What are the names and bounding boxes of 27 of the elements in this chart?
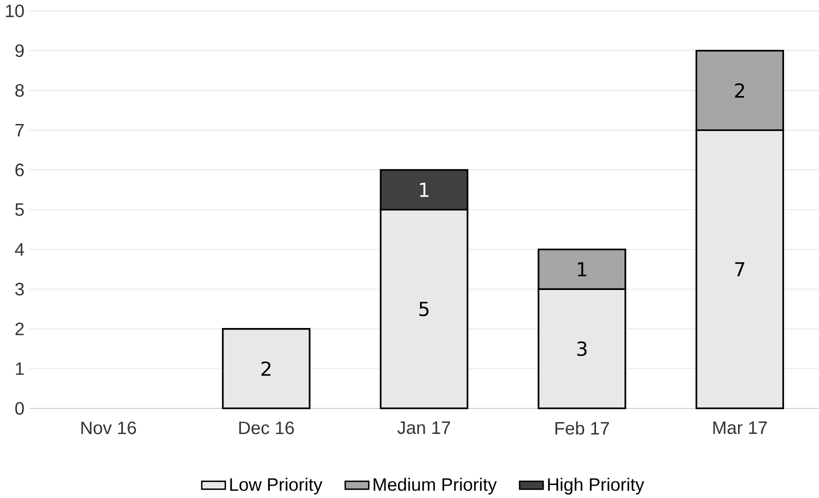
legend-label: Low Priority [230, 478, 322, 494]
data-label: 7 [735, 262, 744, 276]
data-label: 2 [735, 83, 744, 98]
data-label: 3 [577, 341, 587, 356]
data-label: 1 [420, 182, 428, 197]
y-tick-label: 0 [15, 402, 24, 415]
bar [222, 328, 310, 410]
legend-label: High Priority [548, 478, 644, 494]
x-tick-label: Feb 17 [555, 421, 609, 435]
y-tick-label: 2 [15, 322, 24, 335]
data-label: 5 [419, 302, 429, 316]
y-tick-label: 5 [15, 203, 24, 216]
y-tick-label: 4 [14, 243, 24, 256]
x-tick-label: Dec 16 [239, 421, 294, 434]
x-tick-label: Mar 17 [713, 421, 767, 434]
y-tick-label: 8 [15, 84, 24, 97]
data-label: 2 [261, 361, 270, 376]
y-tick-label: 6 [15, 163, 24, 176]
y-tick-label: 10 [6, 4, 24, 18]
y-tick-label: 1 [16, 362, 24, 375]
x-tick-label: Jan 17 [397, 421, 450, 434]
y-tick-label: 7 [16, 124, 24, 136]
y-tick-label: 9 [15, 44, 24, 57]
y-tick-label: 3 [15, 282, 24, 296]
legend-label: Medium Priority [374, 478, 497, 494]
x-tick-label: Nov 16 [81, 421, 136, 434]
data-label: 1 [578, 262, 586, 276]
